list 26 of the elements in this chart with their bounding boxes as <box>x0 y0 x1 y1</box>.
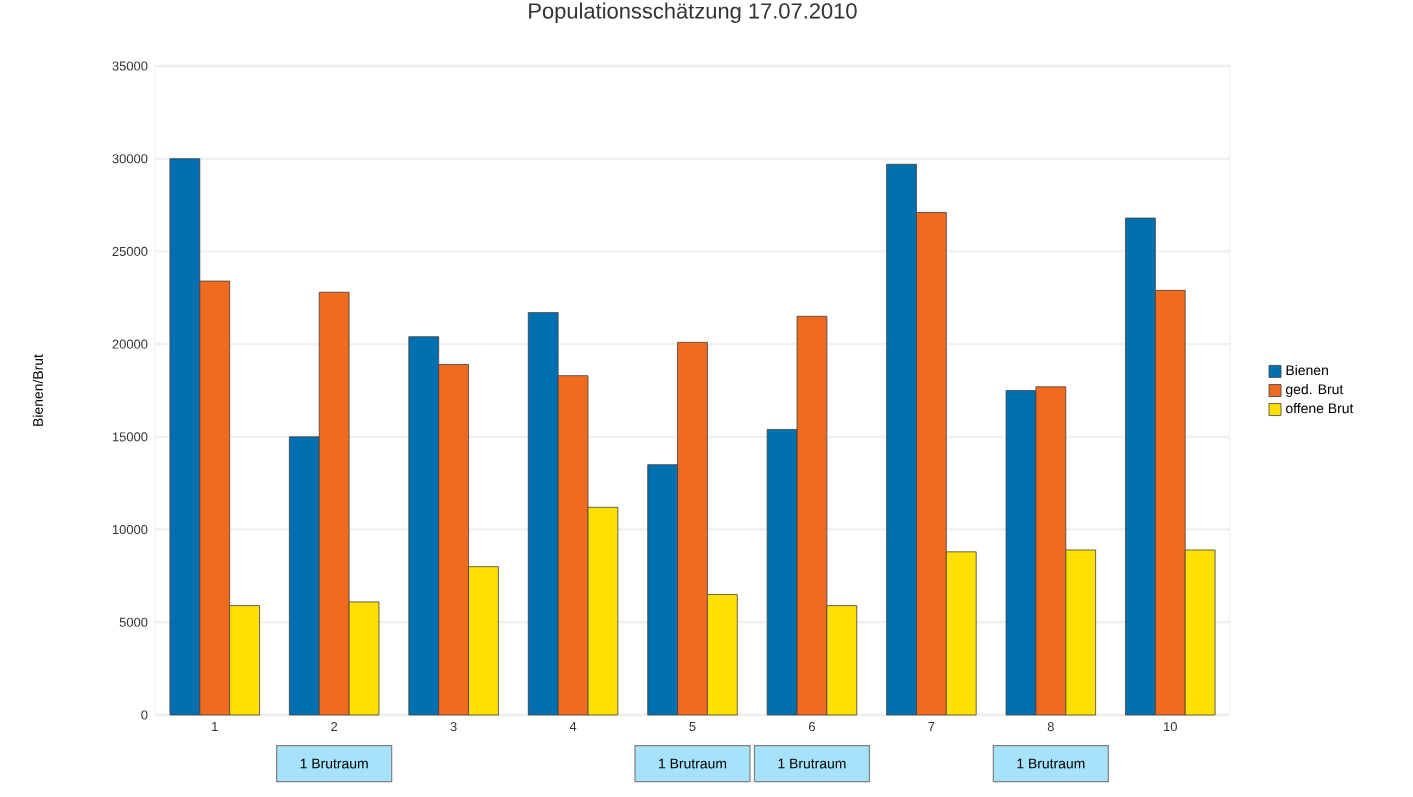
text: 1 Brutraum <box>1017 758 1085 769</box>
y-tick-label: 30000 <box>112 154 148 164</box>
legend-label: ged. Brut <box>1286 383 1344 397</box>
x-tick-label: 8 <box>1047 722 1054 732</box>
x-tick-label: 7 <box>928 722 935 731</box>
x-tick-label: 6 <box>809 722 815 732</box>
x-tick-label: 3 <box>450 722 457 732</box>
x-tick-label: 4 <box>569 722 577 731</box>
y-axis-title: Bienen/Brut <box>32 354 43 426</box>
y-tick-label: 15000 <box>112 432 148 442</box>
chart-title: Populationsschätzung 17.07.2010 <box>529 2 857 23</box>
x-tick-label: 10 <box>1164 722 1177 732</box>
text: 1 Brutraum <box>300 758 368 769</box>
y-tick-label: 0 <box>141 710 148 720</box>
y-tick-label: 35000 <box>112 61 148 71</box>
x-tick-label: 1 <box>212 722 218 731</box>
x-tick-label: 2 <box>331 722 338 732</box>
y-tick-label: 5000 <box>119 617 148 627</box>
text: 1 Brutraum <box>778 758 846 769</box>
x-tick-label: 5 <box>689 722 696 732</box>
y-tick-label: 25000 <box>112 246 148 257</box>
legend-label: Bienen <box>1286 364 1328 376</box>
legend-label: offene Brut <box>1286 403 1354 414</box>
y-tick-label: 20000 <box>112 339 148 349</box>
y-tick-label: 10000 <box>112 525 148 535</box>
text: 1 Brutraum <box>659 758 727 769</box>
